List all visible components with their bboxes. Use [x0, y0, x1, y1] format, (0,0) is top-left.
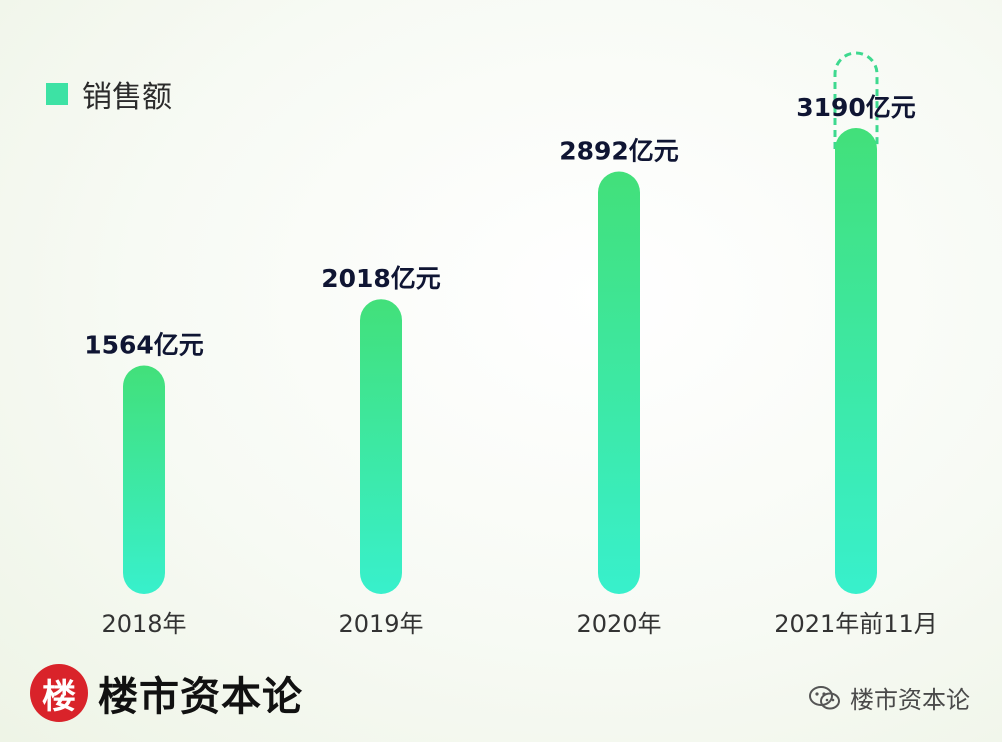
category-label-1: 2019年 [338, 610, 423, 638]
bar-1 [360, 299, 402, 594]
value-label-2: 2892亿元 [559, 137, 679, 166]
category-label-3: 2021年前11月 [774, 610, 938, 638]
value-label-0: 1564亿元 [84, 331, 204, 360]
bar-3 [835, 128, 877, 594]
chart-legend: 销售额 [46, 72, 172, 116]
watermark: 楼市资本论 [808, 680, 970, 715]
watermark-text: 楼市资本论 [850, 686, 970, 714]
category-label-0: 2018年 [101, 610, 186, 638]
legend-label: 销售额 [82, 80, 172, 115]
value-label-1: 2018亿元 [321, 264, 441, 293]
brand-logo: 楼 楼市资本论 [30, 664, 303, 722]
bar-0 [123, 365, 165, 594]
category-label-2: 2020年 [576, 610, 661, 638]
legend-swatch [46, 83, 68, 105]
brand-name: 楼市资本论 [98, 673, 303, 720]
brand-badge: 楼 [30, 664, 88, 722]
bar-projection-outline [833, 51, 879, 149]
value-label-3: 3190亿元 [796, 93, 916, 122]
bar-2 [598, 171, 640, 594]
wechat-icon [809, 685, 840, 709]
